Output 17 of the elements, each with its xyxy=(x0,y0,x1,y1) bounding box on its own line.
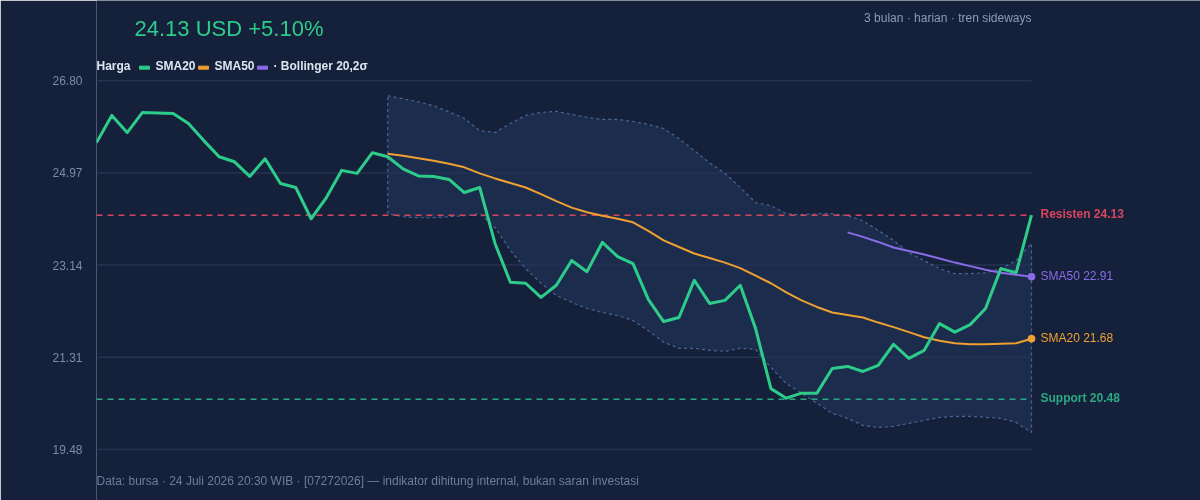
y-tick-label: 19.48 xyxy=(52,443,83,458)
legend-label: SMA50 xyxy=(214,58,255,73)
line-series xyxy=(96,110,1033,400)
text: 24.13 USD +5.10% xyxy=(134,15,324,41)
y-tick-label: 26.80 xyxy=(52,74,83,89)
y-tick-label: 23.14 xyxy=(52,258,83,273)
legend-label: SMA20 xyxy=(155,58,196,73)
text: 3 bulan · harian · tren sideways xyxy=(864,10,1032,25)
y-tick-label: 24.97 xyxy=(52,166,83,181)
annotation: Data: bursa · 24 Juli 2026 20:30 WIB · [07272026] — indikator dihitung internal, bukan saran investasi xyxy=(96,473,639,488)
y-tick-label: 21.31 xyxy=(52,350,83,365)
data-label: SMA20 21.68 xyxy=(1040,330,1114,345)
ref-line-label: Support 20.48 xyxy=(1040,391,1121,406)
ref-line-label: Resisten 24.13 xyxy=(1040,207,1125,222)
data-label: SMA50 22.91 xyxy=(1040,268,1114,283)
legend-label: Harga xyxy=(96,58,131,73)
annotation: · Bollinger 20,2σ xyxy=(273,58,368,73)
